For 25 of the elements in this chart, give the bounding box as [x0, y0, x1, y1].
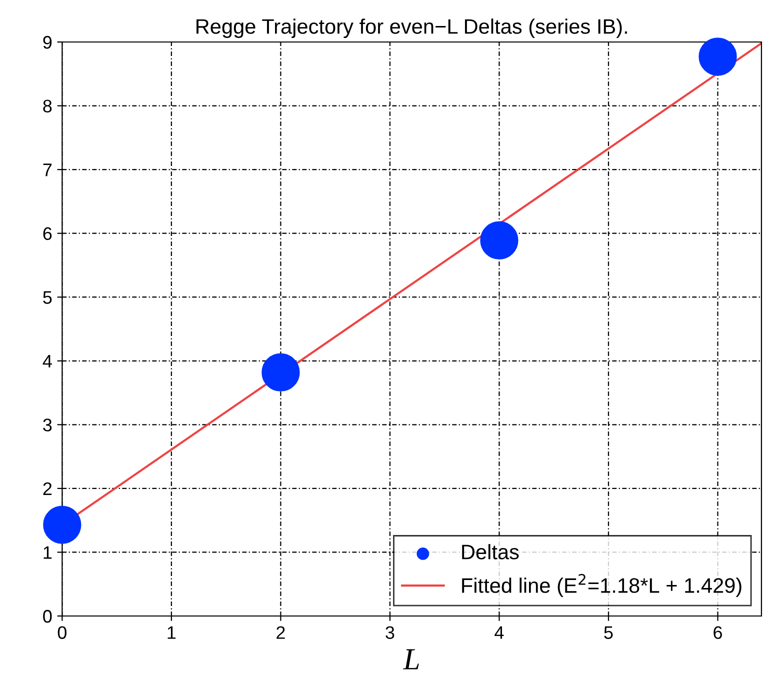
y-tick-label: 6: [43, 227, 52, 240]
x-tick-label: 1: [168, 626, 176, 639]
point: [480, 221, 518, 260]
point: [698, 38, 737, 76]
x-tick-label: 6: [714, 626, 722, 639]
legend-label: Fitted line (E$^{2}$=1.18*L + 1.429): [462, 574, 742, 598]
y-tick-label: 4: [42, 355, 52, 368]
x-tick-label: 3: [386, 626, 394, 639]
y-tick-label: 2: [43, 482, 52, 495]
chart-title: Regge Trajectory for even−L Deltas (series IB).: [196, 18, 627, 38]
x-axis-title: L: [402, 649, 419, 670]
point: [43, 506, 82, 544]
x-tick-label: 5: [604, 626, 613, 639]
x-tick-label: 2: [276, 626, 285, 639]
y-tick-label: 8: [43, 100, 52, 112]
y-tick-label: 0: [43, 610, 52, 623]
y-tick-label: 1: [44, 546, 52, 559]
y-tick-label: 9: [43, 36, 52, 49]
legend-label: Deltas: [462, 544, 519, 560]
y-tick-label: 5: [43, 291, 52, 304]
point: [262, 353, 300, 392]
y-tick-label: 7: [43, 164, 52, 176]
x-tick-label: 0: [58, 626, 66, 639]
x-tick-label: 4: [494, 626, 504, 639]
y-tick-label: 3: [43, 418, 52, 432]
